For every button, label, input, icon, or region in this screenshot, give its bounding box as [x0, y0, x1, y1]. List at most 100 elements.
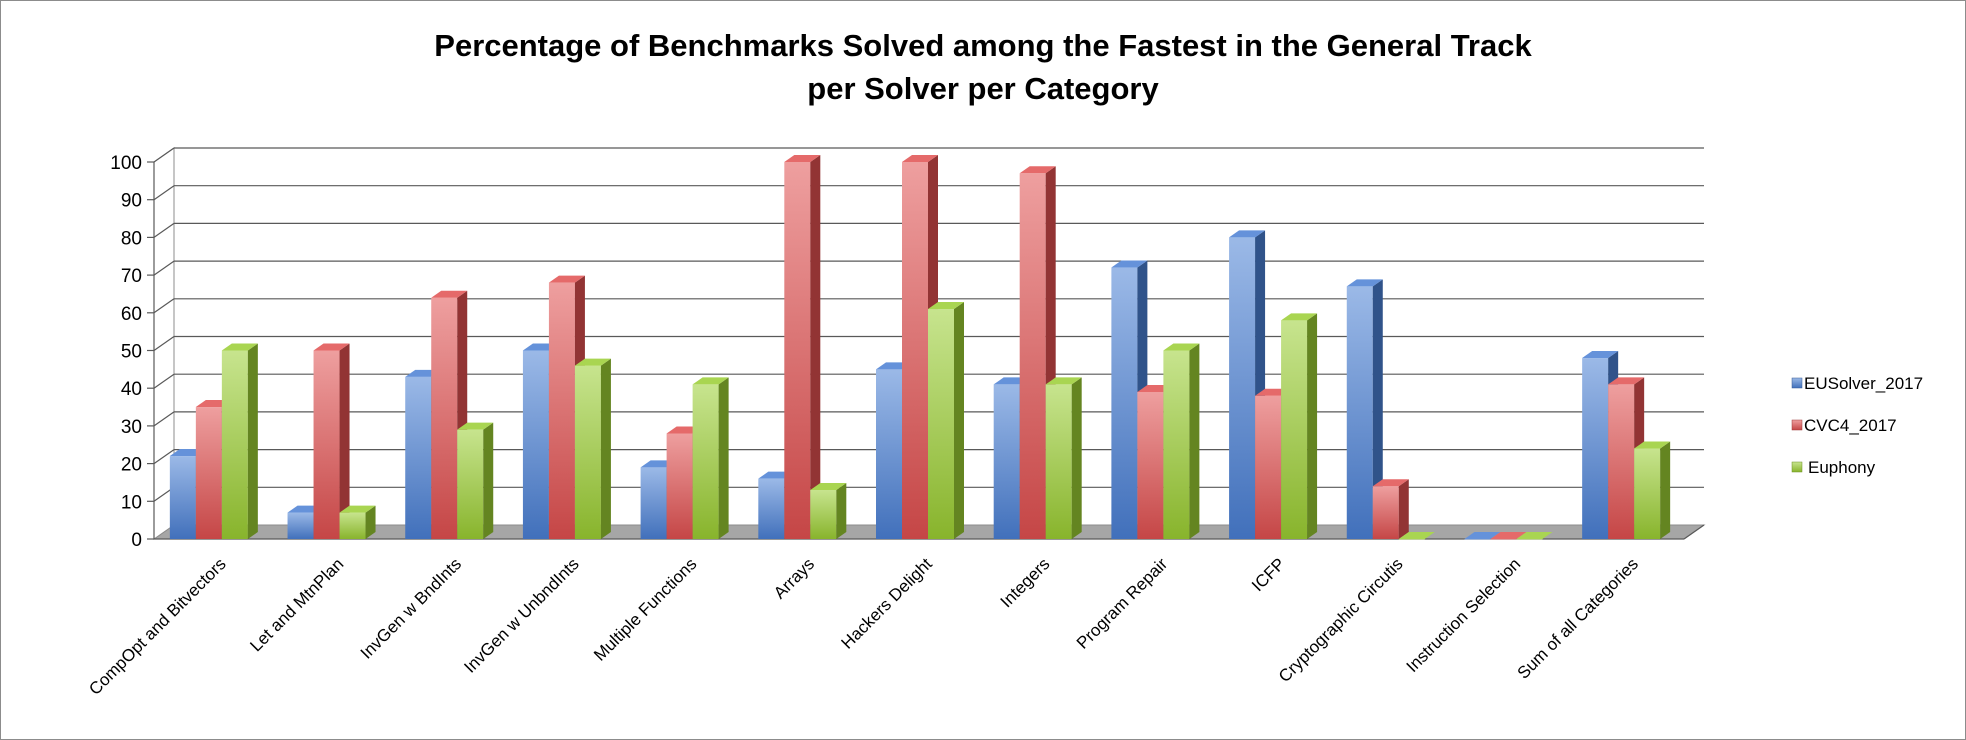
- bar-front: [640, 467, 667, 539]
- bar-top: [313, 343, 350, 351]
- legend-label: Euphony: [1808, 458, 1876, 477]
- bar-top: [810, 482, 847, 490]
- bar-front: [1398, 539, 1425, 540]
- bar-top: [1281, 313, 1318, 321]
- bar-top: [1608, 377, 1645, 385]
- bar-side: [365, 505, 376, 539]
- y-tick-label: 60: [121, 304, 142, 325]
- y-tick-label: 100: [110, 153, 142, 174]
- bar-top: [548, 275, 585, 283]
- bar-top: [457, 422, 494, 430]
- chart-title: Percentage of Benchmarks Solved among th…: [434, 28, 1532, 63]
- gridline-depth: [153, 147, 175, 163]
- bar-side: [810, 155, 821, 539]
- bar-front: [1281, 320, 1308, 539]
- bar-top: [221, 343, 258, 351]
- bar-side: [339, 343, 350, 539]
- bar-front: [313, 350, 340, 539]
- bar-top: [928, 302, 964, 310]
- y-tick-label: 70: [121, 266, 142, 287]
- bar-front: [574, 365, 601, 539]
- bar-side: [600, 358, 611, 539]
- gridline-depth: [153, 411, 175, 427]
- bar-front: [1516, 539, 1543, 540]
- x-category-label: InvGen w BndInts: [357, 554, 465, 662]
- bar-front: [1019, 173, 1046, 539]
- x-category-label: ICFP: [1248, 554, 1289, 595]
- legend-label: EUSolver_2017: [1804, 374, 1923, 393]
- bar-front: [1229, 237, 1256, 539]
- bar-side: [836, 482, 847, 539]
- bar-front: [784, 162, 811, 539]
- bar-top: [1163, 343, 1200, 351]
- chart-subtitle: per Solver per Category: [807, 71, 1159, 106]
- bar-top: [1045, 377, 1082, 385]
- bar-side: [483, 422, 494, 539]
- bar-front: [1464, 539, 1491, 540]
- bar-side: [718, 377, 729, 539]
- gridline-depth: [153, 185, 175, 201]
- bar-front: [758, 478, 785, 539]
- gridline-depth: [153, 298, 175, 314]
- bar-front: [169, 456, 196, 539]
- bar-front: [1372, 486, 1399, 539]
- x-category-label: Cryptographic Circutis: [1275, 554, 1407, 686]
- bar-side: [1398, 479, 1409, 539]
- legend-label: CVC4_2017: [1804, 416, 1897, 435]
- bar-side: [247, 343, 258, 539]
- bar-front: [1137, 391, 1164, 539]
- bar-front: [902, 162, 928, 539]
- y-tick-label: 50: [121, 342, 142, 363]
- bar-top: [902, 155, 938, 162]
- bar-front: [1634, 448, 1661, 539]
- bar-side: [1189, 343, 1200, 539]
- bar-front: [692, 384, 719, 539]
- x-category-label: CompOpt and Bitvectors: [85, 554, 229, 698]
- gridline-depth: [153, 260, 175, 276]
- legend-swatch: [1791, 461, 1803, 473]
- bar-front: [810, 489, 837, 539]
- bar-front: [1111, 267, 1138, 539]
- bar-front: [928, 309, 954, 539]
- bar-top: [1398, 532, 1435, 539]
- gridline-depth: [153, 449, 175, 465]
- bar-front: [1490, 539, 1517, 540]
- bar-top: [574, 358, 611, 366]
- bar-top: [1019, 166, 1056, 174]
- bar-front: [287, 512, 314, 539]
- x-category-label: Arrays: [770, 554, 818, 602]
- bar-side: [1307, 313, 1318, 539]
- bar-front: [876, 369, 902, 539]
- legend-swatch: [1791, 377, 1803, 389]
- bar-top: [1516, 532, 1553, 539]
- bar-front: [548, 282, 575, 539]
- bar-front: [195, 407, 222, 539]
- bar-front: [1163, 350, 1190, 539]
- bar-front: [1045, 384, 1072, 539]
- bar-front: [666, 433, 693, 539]
- x-category-label: Multiple Functions: [590, 554, 700, 664]
- y-tick-label: 90: [121, 191, 142, 212]
- y-tick-label: 80: [121, 228, 142, 249]
- bar-top: [1111, 260, 1148, 268]
- y-tick-label: 10: [121, 492, 142, 513]
- x-category-label: Hackers Delight: [838, 554, 936, 652]
- gridline-depth: [153, 222, 175, 238]
- bar-top: [784, 155, 821, 162]
- y-tick-label: 20: [121, 455, 142, 476]
- x-category-label: Sum of all Categories: [1514, 554, 1642, 682]
- bar-top: [431, 290, 468, 298]
- bar-front: [457, 429, 484, 539]
- bar-side: [1660, 441, 1671, 539]
- bar-front: [522, 350, 549, 539]
- bar-side: [954, 302, 964, 539]
- bar-front: [405, 376, 432, 539]
- bar-front: [339, 512, 366, 539]
- bar-front: [1608, 384, 1635, 539]
- bar-top: [1346, 279, 1383, 287]
- y-tick-label: 40: [121, 379, 142, 400]
- bar-front: [221, 350, 248, 539]
- bar-front: [431, 297, 458, 539]
- floor-edge: [1683, 524, 1705, 540]
